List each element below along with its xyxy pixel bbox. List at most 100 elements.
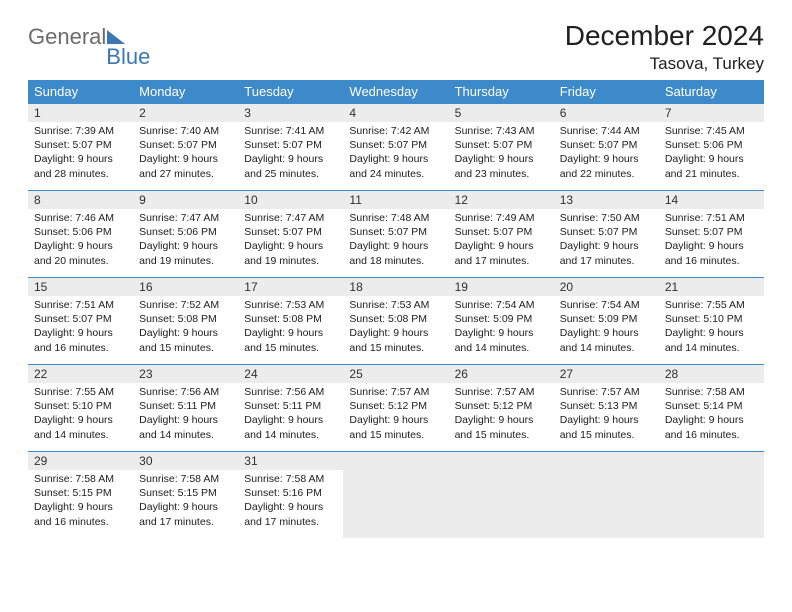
sunset-line: Sunset: 5:09 PM (560, 312, 653, 326)
day-details: Sunrise: 7:55 AMSunset: 5:10 PMDaylight:… (28, 383, 133, 446)
day-number: 30 (133, 452, 238, 470)
day-cell: 4Sunrise: 7:42 AMSunset: 5:07 PMDaylight… (343, 104, 448, 191)
sunset-line: Sunset: 5:15 PM (139, 486, 232, 500)
day-number: 28 (659, 365, 764, 383)
daylight-line: Daylight: 9 hours and 28 minutes. (34, 152, 127, 180)
daylight-line: Daylight: 9 hours and 22 minutes. (560, 152, 653, 180)
daylight-line: Daylight: 9 hours and 16 minutes. (665, 239, 758, 267)
daylight-line: Daylight: 9 hours and 23 minutes. (455, 152, 548, 180)
daylight-line: Daylight: 9 hours and 15 minutes. (244, 326, 337, 354)
day-cell: 3Sunrise: 7:41 AMSunset: 5:07 PMDaylight… (238, 104, 343, 191)
day-number: 9 (133, 191, 238, 209)
sunset-line: Sunset: 5:07 PM (560, 138, 653, 152)
sunrise-line: Sunrise: 7:58 AM (665, 385, 758, 399)
day-number: 27 (554, 365, 659, 383)
sunset-line: Sunset: 5:15 PM (34, 486, 127, 500)
sunrise-line: Sunrise: 7:48 AM (349, 211, 442, 225)
logo-text: General Blue (28, 24, 150, 70)
dayname-thursday: Thursday (449, 80, 554, 104)
day-number: 7 (659, 104, 764, 122)
sunset-line: Sunset: 5:11 PM (244, 399, 337, 413)
day-details: Sunrise: 7:39 AMSunset: 5:07 PMDaylight:… (28, 122, 133, 185)
day-cell: 10Sunrise: 7:47 AMSunset: 5:07 PMDayligh… (238, 191, 343, 278)
dayname-row: SundayMondayTuesdayWednesdayThursdayFrid… (28, 80, 764, 104)
daylight-line: Daylight: 9 hours and 18 minutes. (349, 239, 442, 267)
day-number: 31 (238, 452, 343, 470)
day-cell: 21Sunrise: 7:55 AMSunset: 5:10 PMDayligh… (659, 278, 764, 365)
sunrise-line: Sunrise: 7:58 AM (34, 472, 127, 486)
daylight-line: Daylight: 9 hours and 17 minutes. (455, 239, 548, 267)
day-number: 10 (238, 191, 343, 209)
day-details: Sunrise: 7:47 AMSunset: 5:07 PMDaylight:… (238, 209, 343, 272)
day-number: 17 (238, 278, 343, 296)
day-number: 8 (28, 191, 133, 209)
day-details: Sunrise: 7:58 AMSunset: 5:14 PMDaylight:… (659, 383, 764, 446)
day-cell: 2Sunrise: 7:40 AMSunset: 5:07 PMDaylight… (133, 104, 238, 191)
day-details: Sunrise: 7:56 AMSunset: 5:11 PMDaylight:… (238, 383, 343, 446)
day-details: Sunrise: 7:58 AMSunset: 5:16 PMDaylight:… (238, 470, 343, 533)
sunrise-line: Sunrise: 7:52 AM (139, 298, 232, 312)
dayname-monday: Monday (133, 80, 238, 104)
empty-cell (659, 452, 764, 539)
sunset-line: Sunset: 5:08 PM (349, 312, 442, 326)
sunrise-line: Sunrise: 7:47 AM (139, 211, 232, 225)
dayname-tuesday: Tuesday (238, 80, 343, 104)
sunset-line: Sunset: 5:13 PM (560, 399, 653, 413)
sunset-line: Sunset: 5:06 PM (139, 225, 232, 239)
location: Tasova, Turkey (565, 54, 764, 74)
day-cell: 31Sunrise: 7:58 AMSunset: 5:16 PMDayligh… (238, 452, 343, 539)
daylight-line: Daylight: 9 hours and 15 minutes. (455, 413, 548, 441)
daylight-line: Daylight: 9 hours and 27 minutes. (139, 152, 232, 180)
sunset-line: Sunset: 5:10 PM (34, 399, 127, 413)
day-number: 29 (28, 452, 133, 470)
sunrise-line: Sunrise: 7:56 AM (244, 385, 337, 399)
daylight-line: Daylight: 9 hours and 17 minutes. (139, 500, 232, 528)
sunset-line: Sunset: 5:07 PM (244, 225, 337, 239)
day-number: 15 (28, 278, 133, 296)
sunrise-line: Sunrise: 7:54 AM (455, 298, 548, 312)
sunrise-line: Sunrise: 7:40 AM (139, 124, 232, 138)
sunset-line: Sunset: 5:06 PM (34, 225, 127, 239)
day-cell: 12Sunrise: 7:49 AMSunset: 5:07 PMDayligh… (449, 191, 554, 278)
daylight-line: Daylight: 9 hours and 15 minutes. (560, 413, 653, 441)
sunrise-line: Sunrise: 7:49 AM (455, 211, 548, 225)
logo: General Blue (28, 20, 150, 70)
day-cell: 23Sunrise: 7:56 AMSunset: 5:11 PMDayligh… (133, 365, 238, 452)
sunset-line: Sunset: 5:07 PM (455, 138, 548, 152)
day-details: Sunrise: 7:55 AMSunset: 5:10 PMDaylight:… (659, 296, 764, 359)
day-cell: 20Sunrise: 7:54 AMSunset: 5:09 PMDayligh… (554, 278, 659, 365)
day-number: 21 (659, 278, 764, 296)
sunset-line: Sunset: 5:07 PM (34, 312, 127, 326)
sunrise-line: Sunrise: 7:54 AM (560, 298, 653, 312)
day-number: 19 (449, 278, 554, 296)
daylight-line: Daylight: 9 hours and 14 minutes. (244, 413, 337, 441)
day-number: 20 (554, 278, 659, 296)
sunrise-line: Sunrise: 7:57 AM (560, 385, 653, 399)
daylight-line: Daylight: 9 hours and 15 minutes. (139, 326, 232, 354)
sunrise-line: Sunrise: 7:55 AM (34, 385, 127, 399)
day-details: Sunrise: 7:57 AMSunset: 5:13 PMDaylight:… (554, 383, 659, 446)
daylight-line: Daylight: 9 hours and 17 minutes. (560, 239, 653, 267)
day-details: Sunrise: 7:54 AMSunset: 5:09 PMDaylight:… (554, 296, 659, 359)
day-number: 25 (343, 365, 448, 383)
sunrise-line: Sunrise: 7:58 AM (244, 472, 337, 486)
sunset-line: Sunset: 5:11 PM (139, 399, 232, 413)
sunset-line: Sunset: 5:12 PM (349, 399, 442, 413)
day-number: 11 (343, 191, 448, 209)
day-number: 22 (28, 365, 133, 383)
header: General Blue December 2024 Tasova, Turke… (28, 20, 764, 74)
day-cell: 7Sunrise: 7:45 AMSunset: 5:06 PMDaylight… (659, 104, 764, 191)
daylight-line: Daylight: 9 hours and 14 minutes. (560, 326, 653, 354)
logo-triangle-icon (107, 30, 125, 44)
sunset-line: Sunset: 5:07 PM (665, 225, 758, 239)
sunrise-line: Sunrise: 7:51 AM (34, 298, 127, 312)
dayname-saturday: Saturday (659, 80, 764, 104)
sunrise-line: Sunrise: 7:51 AM (665, 211, 758, 225)
empty-cell (449, 452, 554, 539)
sunrise-line: Sunrise: 7:53 AM (244, 298, 337, 312)
day-cell: 19Sunrise: 7:54 AMSunset: 5:09 PMDayligh… (449, 278, 554, 365)
day-cell: 24Sunrise: 7:56 AMSunset: 5:11 PMDayligh… (238, 365, 343, 452)
day-details: Sunrise: 7:56 AMSunset: 5:11 PMDaylight:… (133, 383, 238, 446)
day-cell: 15Sunrise: 7:51 AMSunset: 5:07 PMDayligh… (28, 278, 133, 365)
day-cell: 9Sunrise: 7:47 AMSunset: 5:06 PMDaylight… (133, 191, 238, 278)
